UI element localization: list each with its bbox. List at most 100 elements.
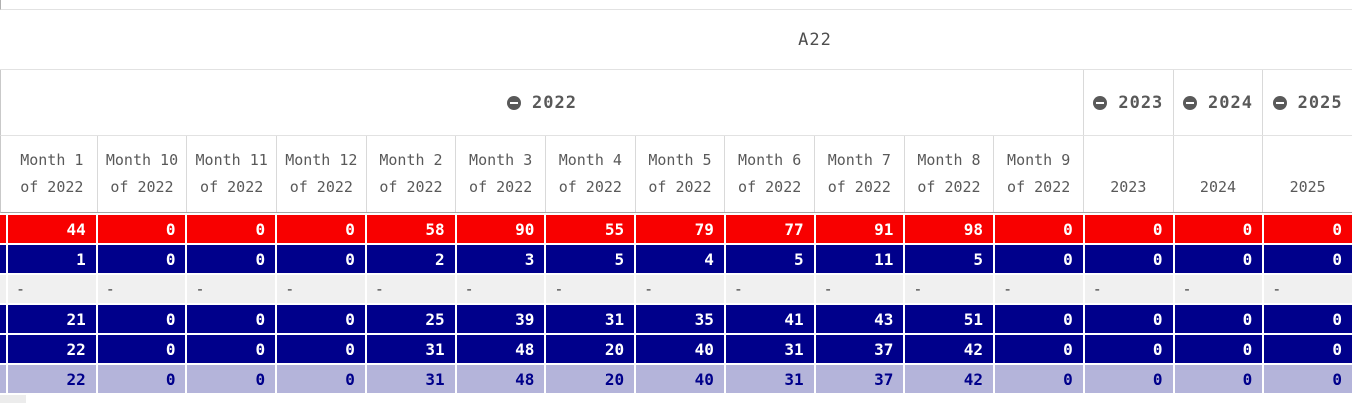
value-cell: - — [1264, 275, 1352, 303]
column-header-line1: Month 2 — [379, 151, 443, 169]
year-group-2024[interactable]: 2024 — [1172, 70, 1263, 135]
collapse-icon[interactable] — [507, 95, 522, 110]
value-cell: 20 — [546, 335, 635, 363]
value-cell: 0 — [187, 215, 276, 243]
year-group-2022[interactable]: 2022 — [1, 70, 1083, 135]
value-cell: 20 — [546, 365, 635, 393]
value-cell: - — [1174, 275, 1263, 303]
value-cell: 0 — [1084, 215, 1173, 243]
value-cell: 43 — [815, 305, 904, 333]
value-cell: - — [366, 275, 455, 303]
column-header-line2: 2023 — [1110, 178, 1147, 196]
column-header-month-11[interactable]: Month 11 of 2022 — [186, 136, 276, 212]
year-group-2023[interactable]: 2023 — [1083, 70, 1173, 135]
value-cell: 0 — [97, 245, 186, 273]
value-cell: 37 — [815, 365, 904, 393]
value-cell: 0 — [97, 215, 186, 243]
value-cell: 5 — [546, 245, 635, 273]
year-group-label: 2024 — [1208, 92, 1253, 113]
column-header-month-4[interactable]: Month 4 of 2022 — [544, 136, 635, 212]
value-cell: 42 — [905, 335, 994, 363]
column-header-month-10[interactable]: Month 10 of 2022 — [96, 136, 187, 212]
value-cell: 40 — [636, 335, 724, 363]
value-cell: 0 — [995, 335, 1083, 363]
value-cell: 98 — [905, 215, 994, 243]
value-cell: 0 — [277, 365, 365, 393]
value-cell: 48 — [456, 335, 545, 363]
value-cell: 0 — [277, 335, 365, 363]
pivot-title: A22 — [798, 29, 832, 50]
column-header-month-3[interactable]: Month 3 of 2022 — [455, 136, 545, 212]
value-cell: 31 — [546, 305, 635, 333]
value-cell: 31 — [725, 335, 814, 363]
value-cell: - — [636, 275, 724, 303]
column-header-2025[interactable]: 2025 — [1262, 136, 1352, 212]
column-header-line1: Month 8 — [917, 151, 981, 169]
column-header-line2: of 2022 — [469, 178, 533, 196]
table-row: 21 0 0 0 25 39 31 35 41 43 51 0 0 0 0 — [0, 305, 1352, 333]
value-cell: 39 — [456, 305, 545, 333]
column-header-month-5[interactable]: Month 5 of 2022 — [634, 136, 725, 212]
collapse-icon[interactable] — [1183, 95, 1198, 110]
value-cell: - — [187, 275, 276, 303]
collapse-icon[interactable] — [1093, 95, 1108, 110]
value-cell: 11 — [815, 245, 904, 273]
value-cell: 0 — [277, 305, 365, 333]
value-cell: 0 — [187, 245, 276, 273]
column-header-2023[interactable]: 2023 — [1082, 136, 1173, 212]
column-header-2024[interactable]: 2024 — [1172, 136, 1263, 212]
value-cell: 4 — [636, 245, 724, 273]
column-header-line2: of 2022 — [110, 178, 174, 196]
value-cell: 22 — [8, 335, 96, 363]
column-header-line2: of 2022 — [379, 178, 443, 196]
column-header-month-8[interactable]: Month 8 of 2022 — [903, 136, 994, 212]
value-cell: 0 — [97, 365, 186, 393]
pivot-title-band: A22 — [0, 10, 1352, 70]
column-header-line1: Month 6 — [738, 151, 802, 169]
column-header-line1: Month 1 — [20, 151, 84, 169]
value-cell: 41 — [725, 305, 814, 333]
column-header-line1: Month 12 — [285, 151, 358, 169]
column-header-line1: Month 3 — [469, 151, 533, 169]
value-cell: 1 — [8, 245, 96, 273]
table-row: 22 0 0 0 31 48 20 40 31 37 42 0 0 0 0 — [0, 365, 1352, 393]
row-left-sliver — [0, 335, 6, 363]
collapse-icon[interactable] — [1272, 95, 1287, 110]
column-header-month-2[interactable]: Month 2 of 2022 — [365, 136, 456, 212]
value-cell: - — [8, 275, 96, 303]
value-cell: 0 — [1174, 335, 1263, 363]
column-header-month-9[interactable]: Month 9 of 2022 — [993, 136, 1083, 212]
value-cell: 0 — [995, 305, 1083, 333]
table-row: 1 0 0 0 2 3 5 4 5 11 5 0 0 0 0 — [0, 245, 1352, 273]
value-cell: 22 — [8, 365, 96, 393]
column-header-line2: 2025 — [1289, 178, 1326, 196]
column-header-line2: of 2022 — [738, 178, 802, 196]
value-cell: 0 — [1264, 245, 1352, 273]
column-header-month-6[interactable]: Month 6 of 2022 — [724, 136, 814, 212]
pivot-body: 44 0 0 0 58 90 55 79 77 91 98 0 0 0 0 1 0 0 0 2 3 5 4 5 11 5 0 0 0 0-… — [0, 215, 1352, 393]
value-cell: 58 — [366, 215, 455, 243]
value-cell: 42 — [905, 365, 994, 393]
column-header-line2: of 2022 — [827, 178, 891, 196]
column-header-line1: Month 4 — [558, 151, 622, 169]
table-row: 44 0 0 0 58 90 55 79 77 91 98 0 0 0 0 — [0, 215, 1352, 243]
value-cell: 91 — [815, 215, 904, 243]
table-row: --------------- — [0, 275, 1352, 303]
year-group-label: 2023 — [1118, 92, 1164, 113]
column-header-month-7[interactable]: Month 7 of 2022 — [813, 136, 904, 212]
value-cell: 40 — [636, 365, 724, 393]
column-header-month-12[interactable]: Month 12 of 2022 — [275, 136, 366, 212]
value-cell: 31 — [366, 335, 455, 363]
column-header-month-1[interactable]: Month 1 of 2022 — [7, 136, 97, 212]
value-cell: 0 — [97, 305, 186, 333]
column-header-line1: Month 10 — [105, 151, 179, 169]
value-cell: 0 — [1264, 335, 1352, 363]
value-cell: 77 — [725, 215, 814, 243]
year-group-2025[interactable]: 2025 — [1262, 70, 1352, 135]
column-header-line2: of 2022 — [917, 178, 981, 196]
value-cell: 21 — [8, 305, 96, 333]
value-cell: 44 — [8, 215, 96, 243]
value-cell: - — [546, 275, 635, 303]
column-header-row: Month 1 of 2022 Month 10 of 2022 Month 11 of … — [0, 136, 1352, 213]
value-cell: 0 — [187, 305, 276, 333]
